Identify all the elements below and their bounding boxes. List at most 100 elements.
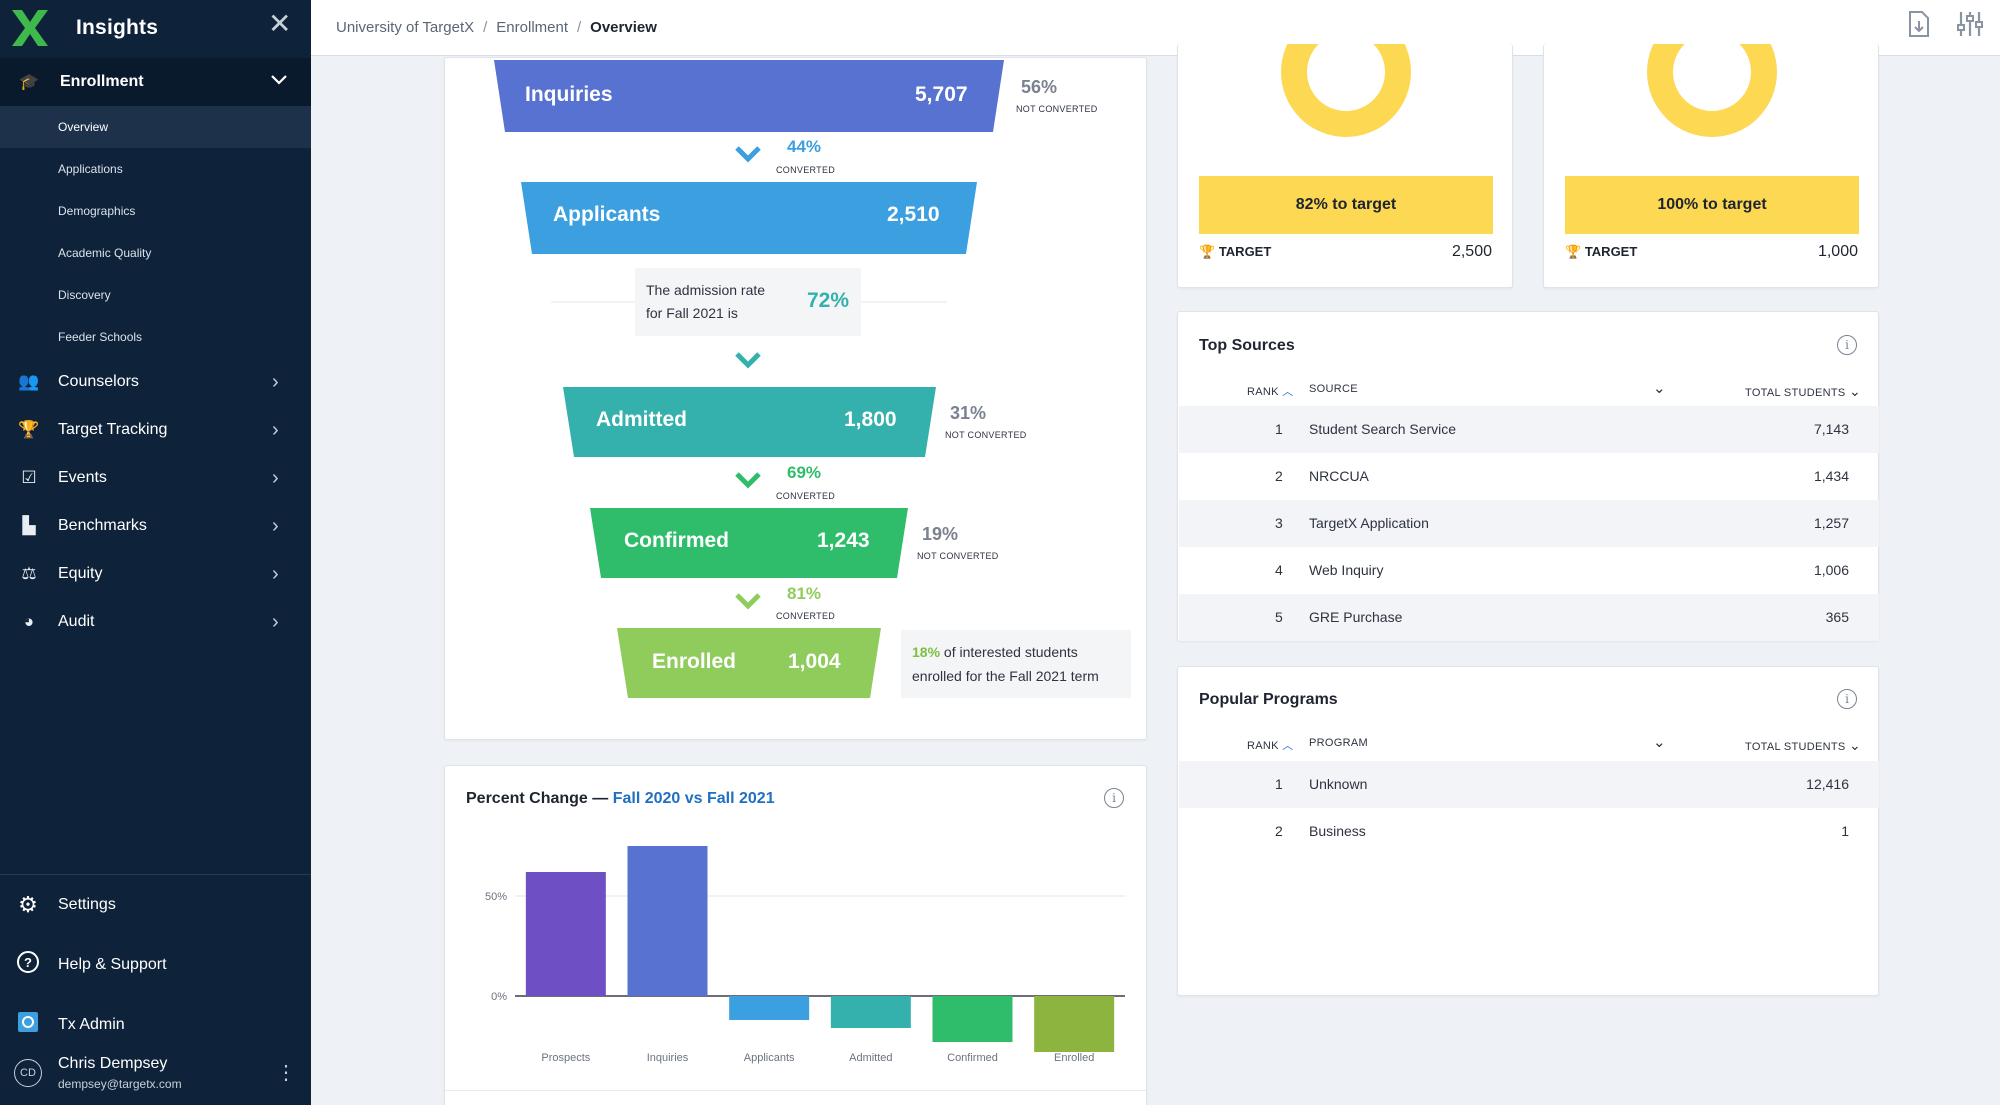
card-divider: [445, 1090, 1148, 1091]
column-header-total[interactable]: TOTAL STUDENTS ⌄: [1745, 383, 1861, 399]
breadcrumb-enrollment[interactable]: Enrollment: [496, 19, 568, 36]
x-tick-label: Confirmed: [947, 1052, 998, 1064]
chevron-down-icon: [270, 73, 288, 91]
sub-item-overview[interactable]: Overview: [0, 106, 311, 148]
enrolled-note-box: [901, 630, 1131, 698]
breadcrumb-overview: Overview: [590, 19, 657, 36]
trophy-icon: 🏆: [1565, 244, 1582, 259]
row-total: 1,434: [1813, 468, 1849, 484]
table-row[interactable]: 4 Web Inquiry 1,006: [1179, 547, 1879, 594]
sub-item-applications[interactable]: Applications: [58, 162, 123, 176]
row-name: Business: [1309, 823, 1366, 839]
sidebar-item-equity[interactable]: ⚖ Equity ›: [0, 550, 311, 598]
not-converted-pct: 31%: [950, 403, 987, 423]
sidebar-item-help[interactable]: ? Help & Support: [0, 935, 311, 995]
percent-change-card: Percent Change — Fall 2020 vs Fall 2021 …: [444, 765, 1148, 1105]
sub-item-feeder-schools[interactable]: Feeder Schools: [58, 330, 143, 344]
bar-admitted: [830, 996, 911, 1028]
avatar: CD: [14, 1058, 42, 1087]
conversion-label: CONVERTED: [776, 611, 836, 621]
row-name: GRE Purchase: [1309, 609, 1403, 625]
row-rank: 4: [1275, 562, 1283, 578]
target-progress-label: 100% to target: [1565, 176, 1859, 234]
calendar-check-icon: ☑: [21, 468, 37, 487]
sub-item-demographics[interactable]: Demographics: [58, 204, 136, 218]
bar-inquiries: [627, 846, 708, 996]
sidebar-item-target-tracking[interactable]: 🏆 Target Tracking ›: [0, 406, 311, 454]
column-header-rank[interactable]: RANK ︿: [1247, 740, 1294, 752]
enrolled-note: 18% of interested students enrolled for …: [912, 640, 1099, 688]
sidebar-item-label: Events: [58, 469, 107, 486]
y-tick-label: 50%: [485, 891, 507, 903]
info-icon[interactable]: i: [1837, 689, 1857, 709]
table-row[interactable]: 1 Unknown 12,416: [1179, 761, 1879, 808]
bar-chart-icon: ▙: [22, 516, 36, 535]
sidebar-item-audit[interactable]: ◕ Audit ›: [0, 598, 311, 646]
sub-item-discovery[interactable]: Discovery: [58, 288, 111, 302]
column-header-source[interactable]: SOURCE: [1309, 383, 1358, 395]
table-row[interactable]: 2 NRCCUA 1,434: [1179, 453, 1879, 500]
card-title: Top Sources: [1199, 337, 1295, 354]
brand: Insights ✕: [0, 0, 311, 56]
chevron-down-icon: [733, 470, 763, 496]
table-row[interactable]: 5 GRE Purchase 365: [1179, 594, 1879, 641]
admission-rate: 72%: [807, 289, 850, 312]
row-rank: 2: [1275, 823, 1283, 839]
not-converted-pct: 19%: [922, 524, 959, 544]
row-name: Web Inquiry: [1309, 562, 1384, 578]
nav-section-enrollment[interactable]: 🎓 Enrollment: [0, 58, 311, 106]
bar-prospects: [525, 872, 606, 996]
close-sidebar-icon[interactable]: ✕: [268, 8, 292, 39]
conversion-pct: 81%: [787, 584, 822, 603]
funnel-stage-confirmed: [590, 508, 908, 578]
export-file-icon[interactable]: [1908, 10, 1930, 45]
scale-icon: ⚖: [21, 564, 37, 583]
filter-sliders-icon[interactable]: [1956, 10, 1984, 45]
sort-asc-icon: ︿: [1282, 740, 1294, 752]
graduation-cap-icon: 🎓: [19, 74, 39, 91]
sidebar-item-events[interactable]: ☑ Events ›: [0, 454, 311, 502]
info-icon[interactable]: i: [1837, 335, 1857, 355]
stage-value-admitted: 1,800: [844, 408, 897, 431]
sidebar-item-benchmarks[interactable]: ▙ Benchmarks ›: [0, 502, 311, 550]
stage-label-applicants: Applicants: [553, 203, 661, 226]
percent-change-chart: 0% 50% Prospects Inquiries Applicants Admitte…: [485, 846, 1125, 1064]
user-profile[interactable]: CD Chris Dempsey dempsey@targetx.com ⋮: [0, 1040, 311, 1105]
chart-title: Percent Change — Fall 2020 vs Fall 2021: [466, 790, 775, 808]
table-row[interactable]: 1 Student Search Service 7,143: [1179, 406, 1879, 453]
sidebar-item-tx-admin[interactable]: Tx Admin: [0, 995, 311, 1055]
column-header-program[interactable]: PROGRAM: [1309, 737, 1368, 749]
column-header-rank[interactable]: RANK ︿: [1247, 386, 1294, 398]
table-row[interactable]: 2 Business 1: [1179, 808, 1879, 855]
sort-asc-icon: ︿: [1282, 386, 1294, 398]
bar-applicants: [729, 996, 810, 1020]
sidebar-item-label: Settings: [58, 896, 116, 913]
target-label-row: 🏆 TARGET: [1199, 244, 1271, 260]
chart-title-highlight: Fall 2020 vs Fall 2021: [612, 790, 775, 807]
bar-confirmed: [932, 996, 1013, 1042]
target-label: TARGET: [1584, 244, 1638, 259]
users-icon: 👥: [18, 372, 40, 391]
table-row[interactable]: 3 TargetX Application 1,257: [1179, 500, 1879, 547]
trophy-icon: 🏆: [18, 420, 40, 439]
stage-value-confirmed: 1,243: [817, 529, 870, 552]
funnel-stage-applicants: [521, 182, 977, 254]
sidebar-item-label: Benchmarks: [58, 517, 147, 534]
row-total: 1,257: [1813, 515, 1849, 531]
column-header-total[interactable]: TOTAL STUDENTS ⌄: [1745, 737, 1861, 753]
sidebar-item-settings[interactable]: ⚙ Settings: [0, 875, 311, 935]
breadcrumb-university[interactable]: University of TargetX: [336, 19, 475, 36]
info-icon[interactable]: i: [1104, 788, 1124, 808]
target-value: 1,000: [1817, 243, 1858, 260]
conversion-pct: 44%: [787, 137, 822, 156]
sub-item-academic-quality[interactable]: Academic Quality: [58, 246, 152, 260]
chevron-down-icon[interactable]: ⌄: [1653, 380, 1666, 397]
row-rank: 5: [1275, 609, 1283, 625]
stage-label-confirmed: Confirmed: [624, 529, 729, 552]
stage-label-inquiries: Inquiries: [525, 83, 613, 106]
more-vertical-icon[interactable]: ⋮: [276, 1062, 296, 1084]
enrolled-note-text2: enrolled for the Fall 2021 term: [912, 668, 1099, 684]
help-circle-icon: ?: [14, 950, 42, 980]
chevron-down-icon[interactable]: ⌄: [1653, 734, 1666, 751]
sidebar-item-counselors[interactable]: 👥 Counselors ›: [0, 358, 311, 406]
